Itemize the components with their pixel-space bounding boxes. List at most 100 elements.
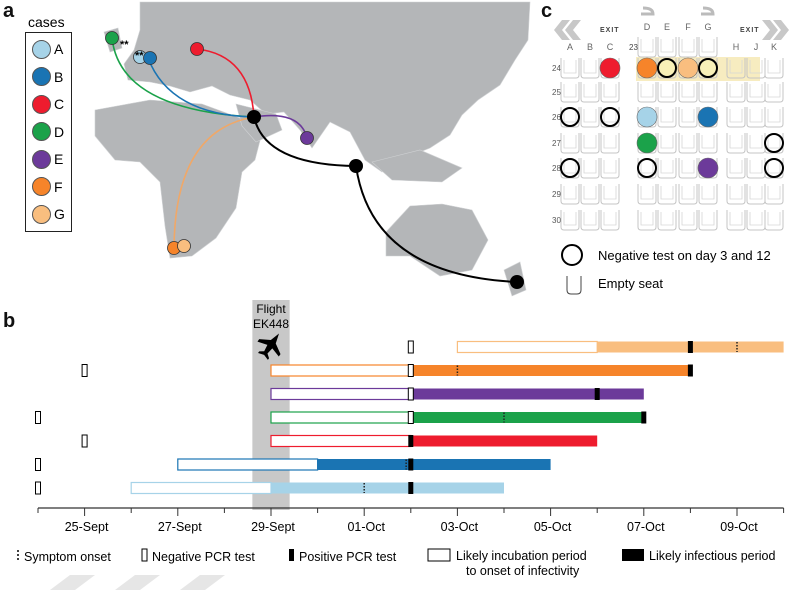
negative-pcr-marker bbox=[35, 481, 41, 495]
empty-seat-legend-label: Empty seat bbox=[598, 276, 663, 291]
seat-26e bbox=[657, 107, 677, 128]
seat-23d bbox=[637, 37, 657, 58]
seat-27f bbox=[678, 133, 698, 154]
negative-test-legend-icon bbox=[561, 244, 583, 266]
legend-infectious: Likely infectious period bbox=[649, 549, 776, 563]
incubation-period-bar bbox=[177, 458, 319, 471]
case-label: D bbox=[54, 123, 65, 140]
negative-passenger-28a bbox=[560, 158, 580, 178]
seat-30j bbox=[746, 210, 766, 231]
seat-27c bbox=[600, 133, 620, 154]
case-c-timeline-row bbox=[81, 434, 598, 448]
infectious-period-bar bbox=[410, 388, 644, 400]
seat-30d bbox=[637, 210, 657, 231]
seat-29d bbox=[637, 184, 657, 205]
seat-23e bbox=[657, 37, 677, 58]
lavatory-icon bbox=[701, 6, 715, 16]
empty-seat-legend-icon bbox=[566, 276, 582, 295]
negative-passenger-28k bbox=[764, 158, 784, 178]
incubation-period-bar bbox=[270, 434, 412, 448]
seat-29g bbox=[698, 184, 718, 205]
seat-24b bbox=[580, 58, 600, 79]
exit-left-label: EXIT bbox=[600, 27, 620, 34]
positive-legend-icon bbox=[289, 549, 294, 561]
seat-30k bbox=[764, 210, 784, 231]
x-tick-label: 09-Oct bbox=[720, 520, 758, 534]
case-color-swatch bbox=[32, 149, 51, 169]
world-map: ** ** bbox=[94, 1, 531, 297]
case-d-location-marker bbox=[105, 31, 119, 45]
seat-30f bbox=[678, 210, 698, 231]
case-label: G bbox=[54, 206, 65, 222]
case-c-location-marker bbox=[190, 42, 204, 56]
row-label-29: 29 bbox=[552, 190, 561, 199]
column-label-a: A bbox=[567, 42, 573, 52]
case-label: E bbox=[54, 151, 64, 167]
land-masses bbox=[94, 1, 531, 297]
seat-30h bbox=[726, 210, 746, 231]
negative-pcr-marker bbox=[81, 434, 88, 448]
route-b bbox=[147, 57, 255, 118]
case-b-seat-marker bbox=[697, 106, 719, 128]
row-label-27: 27 bbox=[552, 139, 561, 148]
hub-singapore-marker bbox=[349, 159, 363, 173]
case-f-timeline-row bbox=[81, 364, 693, 377]
row-label-23: 23 bbox=[629, 43, 638, 52]
hub-dubai-marker bbox=[247, 110, 261, 124]
infectious-legend-icon bbox=[622, 549, 644, 561]
infectious-period-bar bbox=[410, 412, 644, 423]
row-label-24: 24 bbox=[552, 64, 561, 73]
column-label-e: E bbox=[664, 22, 670, 32]
incubation-period-bar bbox=[270, 364, 412, 377]
seat-28c bbox=[600, 158, 620, 179]
seat-28f bbox=[678, 158, 698, 179]
case-label: F bbox=[54, 178, 63, 195]
column-label-d: D bbox=[644, 22, 651, 32]
column-label-b: B bbox=[587, 42, 593, 52]
seat-29e bbox=[657, 184, 677, 205]
legend-incubation: Likely incubation period bbox=[456, 549, 587, 563]
legend-item-c: C bbox=[32, 94, 64, 114]
negative-passenger-24g bbox=[698, 58, 718, 78]
seat-27a bbox=[560, 133, 580, 154]
case-g-location-marker bbox=[177, 239, 191, 253]
legend-item-b: B bbox=[32, 67, 63, 87]
exit-right-icon bbox=[762, 20, 789, 40]
seat-25a bbox=[560, 82, 580, 103]
column-label-j: J bbox=[754, 42, 759, 52]
column-label-h: H bbox=[733, 42, 740, 52]
watermark bbox=[50, 575, 225, 590]
flight-band bbox=[252, 300, 290, 510]
route-dubai-singapore bbox=[253, 116, 357, 167]
legend-title: cases bbox=[28, 14, 65, 30]
case-f-seat-marker bbox=[636, 57, 658, 79]
seat-29b bbox=[580, 184, 600, 205]
stars-europe: ** bbox=[135, 50, 144, 62]
positive-pcr-marker bbox=[408, 482, 414, 494]
panel-label-b: b bbox=[3, 310, 16, 332]
x-tick-label: 07-Oct bbox=[627, 520, 665, 534]
route-singapore-auckland bbox=[355, 165, 518, 283]
seat-25e bbox=[657, 82, 677, 103]
seat-27g bbox=[698, 133, 718, 154]
seat-29c bbox=[600, 184, 620, 205]
airplane-icon bbox=[257, 333, 281, 360]
panel-label-c: c bbox=[541, 0, 553, 22]
timeline-chart: Flight EK448 25-Sept 27-Sept 29-Sept 01-Oct… bbox=[17, 300, 785, 590]
negative-pcr-marker bbox=[35, 458, 41, 471]
seat-27h bbox=[726, 133, 746, 154]
panel-label-a: a bbox=[3, 0, 15, 22]
seat-28b bbox=[580, 158, 600, 179]
case-color-swatch bbox=[32, 122, 51, 141]
seat-25j bbox=[746, 82, 766, 103]
seat-25g bbox=[698, 82, 718, 103]
x-tick-label: 29-Sept bbox=[251, 520, 295, 534]
exit-right-label: EXIT bbox=[740, 27, 760, 34]
route-fg bbox=[173, 116, 255, 249]
seat-25b bbox=[580, 82, 600, 103]
column-label-c: C bbox=[607, 42, 614, 52]
seat-26k bbox=[764, 107, 784, 128]
row-label-28: 28 bbox=[552, 164, 561, 173]
case-a-timeline-row bbox=[35, 481, 504, 495]
seat-25h bbox=[726, 82, 746, 103]
